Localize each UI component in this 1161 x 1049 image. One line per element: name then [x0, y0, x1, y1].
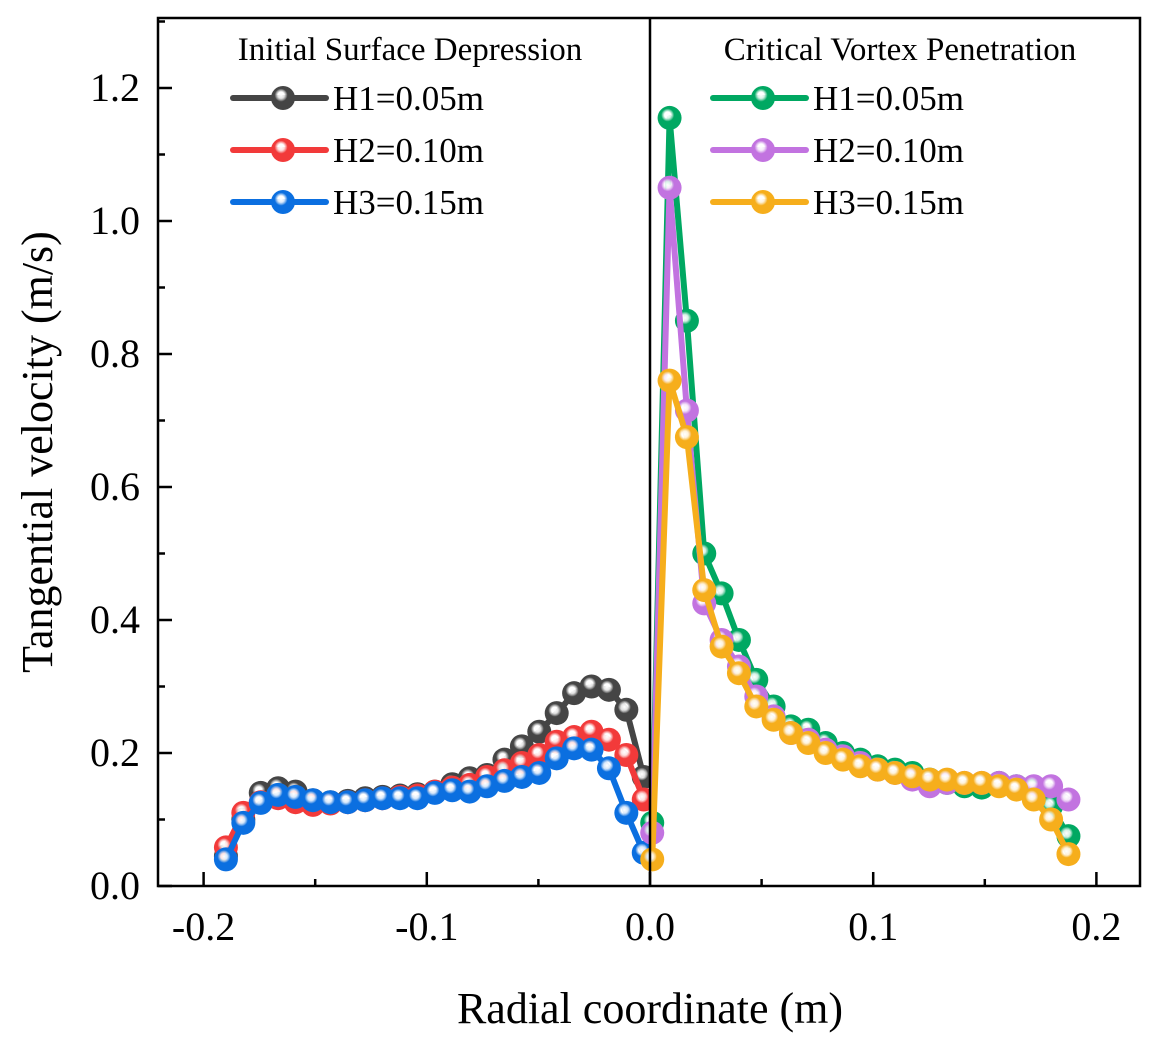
- data-point: [761, 707, 786, 732]
- data-point: [640, 847, 665, 872]
- data-point: [796, 731, 821, 756]
- data-point: [1056, 842, 1081, 867]
- data-point: [440, 778, 465, 803]
- series-h1-depression: [213, 674, 656, 869]
- axis-ticks: -0.2 -0.1 0.0 0.1 0.2 0.0 0.2 0.4 0.6 0.8 1.0 1.2: [90, 20, 1121, 949]
- data-point: [579, 737, 604, 762]
- data-point: [318, 790, 343, 815]
- series-h3-depression: [213, 736, 656, 872]
- legend-label: H2=0.10m: [813, 131, 964, 170]
- data-point: [1021, 787, 1046, 812]
- data-point: [544, 701, 569, 726]
- data-point: [596, 756, 621, 781]
- data-point: [1039, 807, 1064, 832]
- x-tick-label: 0.0: [625, 904, 675, 949]
- data-point: [709, 634, 734, 659]
- y-axis-label: Tangential velocity (m/s): [13, 231, 62, 673]
- data-point: [300, 788, 325, 813]
- data-point: [917, 767, 942, 792]
- data-point: [231, 810, 256, 835]
- data-point: [726, 661, 751, 686]
- legend-title-left: Initial Surface Depression: [238, 32, 583, 68]
- y-tick-label: 0.2: [90, 730, 140, 775]
- data-point: [596, 677, 621, 702]
- legend-entry: H3=0.15m: [710, 183, 964, 222]
- legend-marker: [751, 138, 775, 162]
- data-point: [778, 721, 803, 746]
- legend-label: H1=0.05m: [333, 79, 484, 118]
- data-point: [596, 727, 621, 752]
- data-point: [657, 368, 682, 393]
- data-point: [692, 541, 717, 566]
- y-tick-label: 0.4: [90, 597, 140, 642]
- legend-marker: [271, 86, 295, 110]
- series-line: [649, 114, 1072, 838]
- data-point: [527, 760, 552, 785]
- legend-marker: [271, 190, 295, 214]
- data-point: [213, 847, 238, 872]
- series-layer: [213, 105, 1081, 872]
- series-line: [649, 184, 1071, 833]
- legend-entry: H2=0.10m: [710, 131, 964, 170]
- data-point: [614, 697, 639, 722]
- series-line: [223, 683, 647, 858]
- x-tick-label: 0.1: [848, 904, 898, 949]
- data-point: [370, 786, 395, 811]
- x-tick-label: 0.2: [1071, 904, 1121, 949]
- data-point: [952, 770, 977, 795]
- series-h2-penetration: [640, 175, 1081, 845]
- x-axis-label: Radial coordinate (m): [457, 984, 843, 1033]
- data-point: [266, 782, 291, 807]
- x-tick-label: -0.2: [172, 904, 235, 949]
- data-point: [744, 694, 769, 719]
- data-point: [335, 790, 360, 815]
- legend-entry: H3=0.15m: [230, 183, 484, 222]
- legend-entry: H1=0.05m: [710, 79, 964, 118]
- data-point: [614, 742, 639, 767]
- legend-entry: H1=0.05m: [230, 79, 484, 118]
- x-tick-label: -0.1: [395, 904, 458, 949]
- y-tick-label: 0.8: [90, 331, 140, 376]
- data-point: [657, 175, 682, 200]
- data-point: [614, 800, 639, 825]
- legend-marker: [271, 138, 295, 162]
- legend-label: H1=0.05m: [813, 79, 964, 118]
- legend-label: H3=0.15m: [813, 183, 964, 222]
- y-tick-label: 0.6: [90, 464, 140, 509]
- legend-marker: [751, 190, 775, 214]
- data-point: [657, 105, 682, 130]
- data-point: [674, 425, 699, 450]
- data-point: [692, 578, 717, 603]
- data-point: [527, 719, 552, 744]
- data-point: [562, 736, 587, 761]
- data-point: [353, 788, 378, 813]
- series-h3-penetration: [640, 368, 1081, 872]
- y-tick-label: 1.0: [90, 198, 140, 243]
- data-point: [1039, 774, 1064, 799]
- y-tick-label: 0.0: [90, 863, 140, 908]
- legends: Initial Surface Depression Critical Vort…: [230, 32, 1077, 222]
- legend-marker: [751, 86, 775, 110]
- legend-label: H2=0.10m: [333, 131, 484, 170]
- legend-entry: H2=0.10m: [230, 131, 484, 170]
- legend-title-right: Critical Vortex Penetration: [724, 32, 1077, 68]
- data-point: [544, 746, 569, 771]
- y-tick-label: 1.2: [90, 65, 140, 110]
- legend-label: H3=0.15m: [333, 183, 484, 222]
- data-point: [388, 786, 413, 811]
- data-point: [1056, 787, 1081, 812]
- data-point: [1004, 777, 1029, 802]
